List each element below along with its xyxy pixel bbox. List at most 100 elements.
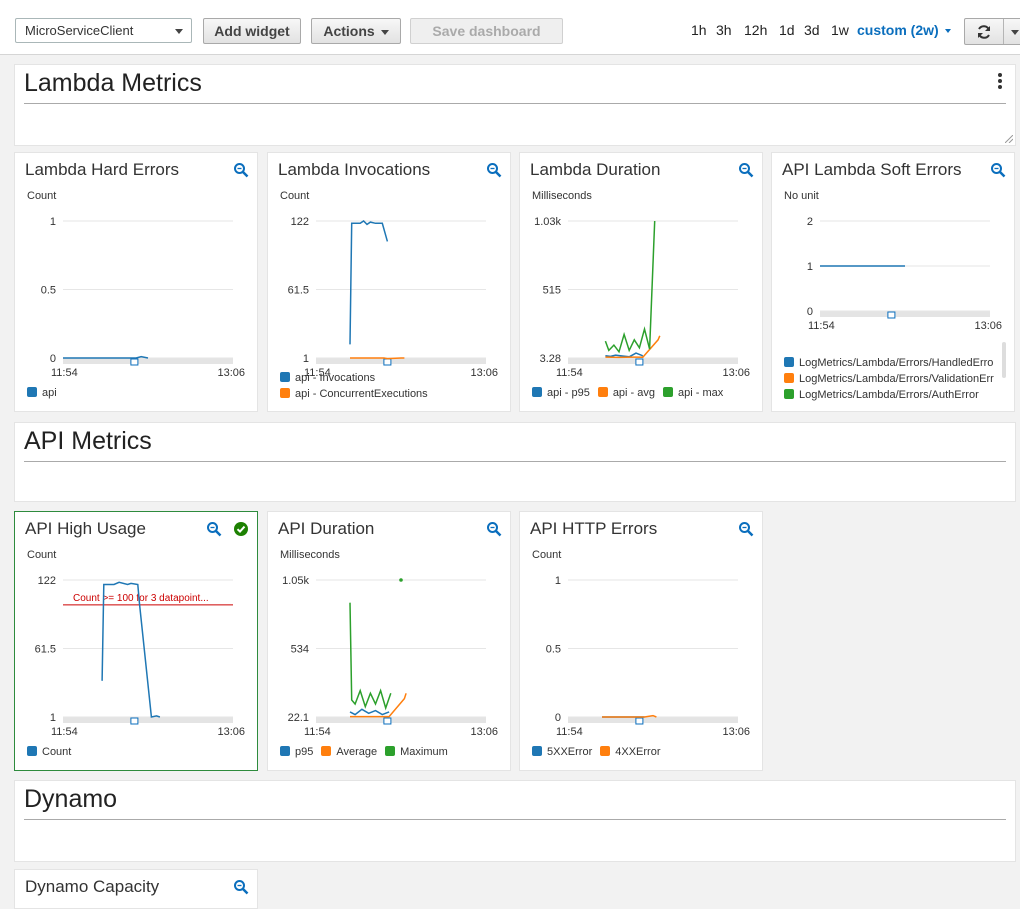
widget-lambda-invocations: Lambda Invocations Count 122 61.5 1 11:54 13:0… <box>267 152 511 412</box>
y-tick-label: 122 <box>291 216 309 228</box>
chart-legend: Count <box>27 746 79 758</box>
legend-item[interactable]: Average <box>321 746 377 758</box>
legend-swatch <box>784 389 794 399</box>
dashboard-select[interactable]: MicroServiceClient <box>15 18 192 43</box>
y-tick-label: 61.5 <box>35 644 56 656</box>
legend-label: Average <box>336 746 378 758</box>
x-tick-label: 11:54 <box>51 726 78 738</box>
text-widget-lambda-metrics: Lambda Metrics <box>14 64 1016 146</box>
legend-item[interactable]: LogMetrics/Lambda/Errors/AuthError <box>784 389 994 401</box>
zoom-handle-icon[interactable] <box>383 717 392 725</box>
legend-label: api - avg <box>612 387 656 399</box>
legend-label: api - Invocations <box>295 372 376 384</box>
legend-label: api - ConcurrentExecutions <box>295 388 428 400</box>
x-tick-label: 11:54 <box>51 367 78 379</box>
y-tick-label: 3.28 <box>540 353 561 365</box>
legend-label: LogMetrics/Lambda/Errors/AuthError <box>799 389 979 401</box>
zoom-handle-icon[interactable] <box>887 311 896 319</box>
save-dashboard-button[interactable]: Save dashboard <box>410 18 563 44</box>
zoom-icon[interactable] <box>233 879 249 895</box>
zoom-handle-icon[interactable] <box>635 717 644 725</box>
y-tick-label: 534 <box>291 644 309 656</box>
section-title: Dynamo <box>24 785 118 813</box>
resize-handle-icon[interactable] <box>1005 135 1013 143</box>
range-1w[interactable]: 1w <box>831 22 849 38</box>
x-tick-label: 13:06 <box>217 726 245 738</box>
chevron-down-icon <box>944 29 951 34</box>
x-axis-band <box>820 311 990 317</box>
range-custom[interactable]: custom (2w) <box>857 22 951 38</box>
legend-swatch <box>784 357 794 367</box>
zoom-icon[interactable] <box>486 162 502 178</box>
zoom-handle-icon[interactable] <box>130 358 139 366</box>
line-chart: 1.03k 515 3.28 11:54 13:06 <box>534 216 750 379</box>
y-tick-label: 1 <box>50 216 56 228</box>
zoom-handle-icon[interactable] <box>635 358 644 366</box>
chart-legend: api - Invocations api - ConcurrentExecuti… <box>280 372 436 404</box>
add-widget-button[interactable]: Add widget <box>203 18 301 44</box>
legend-item[interactable]: api - p95 <box>532 387 590 399</box>
legend-label: 4XXError <box>615 746 661 758</box>
line-chart: 1 0.5 0 11:54 13:06 <box>546 575 750 738</box>
y-tick-label: 0.5 <box>546 644 561 656</box>
legend-item[interactable]: api - max <box>663 387 723 399</box>
series-line <box>349 602 392 711</box>
y-axis-unit: Count <box>27 190 57 202</box>
legend-item[interactable]: 4XXError <box>600 746 661 758</box>
range-1h[interactable]: 1h <box>691 22 707 38</box>
x-axis-band <box>568 358 738 364</box>
widget-title: API High Usage <box>25 519 146 538</box>
y-tick-label: 1 <box>555 575 561 587</box>
y-axis-unit: Milliseconds <box>532 190 592 202</box>
legend-label: Count <box>42 746 72 758</box>
zoom-icon[interactable] <box>990 162 1006 178</box>
chevron-down-icon <box>380 29 389 35</box>
more-options-icon[interactable] <box>998 73 1002 91</box>
zoom-handle-icon[interactable] <box>383 358 392 366</box>
actions-button[interactable]: Actions <box>311 18 401 44</box>
range-12h[interactable]: 12h <box>744 22 768 38</box>
x-tick-label: 11:54 <box>556 367 583 379</box>
refresh-button[interactable] <box>964 18 1020 45</box>
zoom-icon[interactable] <box>738 162 754 178</box>
legend-item[interactable]: Count <box>27 746 71 758</box>
chart-legend: 5XXError 4XXError <box>532 746 669 758</box>
line-chart: 122 61.5 1 11:54 13:06 <box>288 216 498 379</box>
section-title: API Metrics <box>24 427 152 455</box>
range-1d[interactable]: 1d <box>779 22 795 38</box>
text-widget-api-metrics: API Metrics <box>14 422 1016 502</box>
widget-title: Lambda Hard Errors <box>25 160 180 179</box>
x-tick-label: 13:06 <box>470 726 498 738</box>
legend-item[interactable]: api - Invocations <box>280 372 428 384</box>
y-tick-label: 515 <box>543 285 561 297</box>
refresh-divider <box>1003 19 1004 44</box>
legend-item[interactable]: 5XXError <box>532 746 592 758</box>
y-tick-label: 2 <box>807 216 813 228</box>
legend-item[interactable]: api <box>27 387 57 399</box>
legend-item[interactable]: p95 <box>280 746 313 758</box>
widget-title: Dynamo Capacity <box>25 877 160 896</box>
zoom-handle-icon[interactable] <box>130 717 139 725</box>
legend-label: api - p95 <box>547 387 590 399</box>
legend-item[interactable]: LogMetrics/Lambda/Errors/ValidationErr <box>784 373 994 385</box>
zoom-icon[interactable] <box>233 162 249 178</box>
chevron-down-icon[interactable] <box>1011 30 1019 35</box>
chart-legend: p95 Average Maximum <box>280 746 456 758</box>
legend-swatch <box>321 746 332 756</box>
range-3d[interactable]: 3d <box>804 22 820 38</box>
range-3h[interactable]: 3h <box>716 22 732 38</box>
legend-scrollbar[interactable] <box>1002 342 1006 378</box>
widget-api-duration: API Duration Milliseconds 1.05k 534 22.1 11:5… <box>267 511 511 771</box>
legend-item[interactable]: api - avg <box>597 387 656 399</box>
zoom-icon[interactable] <box>206 521 222 537</box>
legend-item[interactable]: api - ConcurrentExecutions <box>280 388 428 400</box>
zoom-icon[interactable] <box>738 521 754 537</box>
dashboard-toolbar: MicroServiceClient Add widget Actions Sa… <box>0 0 1020 55</box>
y-axis-unit: Count <box>532 549 562 561</box>
y-tick-label: 1 <box>807 261 813 273</box>
legend-swatch <box>385 746 396 756</box>
legend-item[interactable]: LogMetrics/Lambda/Errors/HandledErro <box>784 357 994 369</box>
legend-item[interactable]: Maximum <box>385 746 448 758</box>
x-tick-label: 11:54 <box>304 367 331 379</box>
zoom-icon[interactable] <box>486 521 502 537</box>
